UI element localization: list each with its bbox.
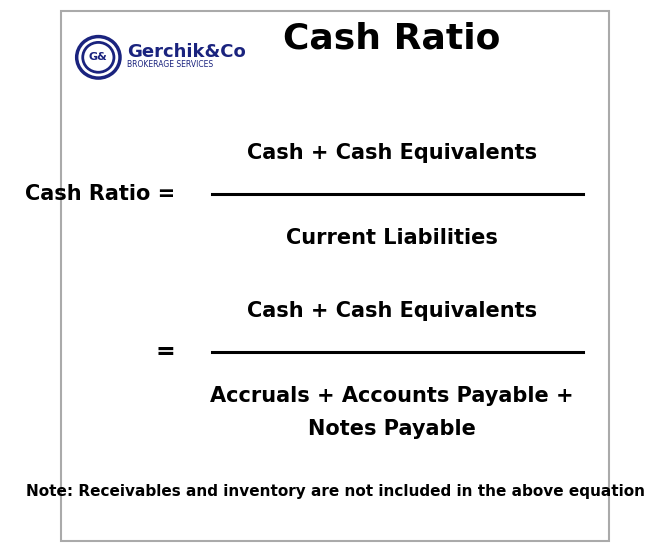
Text: G&: G& xyxy=(89,52,108,62)
Text: Notes Payable: Notes Payable xyxy=(308,419,476,438)
Text: Cash + Cash Equivalents: Cash + Cash Equivalents xyxy=(247,143,537,163)
Text: Accruals + Accounts Payable +: Accruals + Accounts Payable + xyxy=(210,386,574,406)
Text: =: = xyxy=(155,340,176,364)
Text: Current Liabilities: Current Liabilities xyxy=(286,228,498,247)
Text: Cash Ratio =: Cash Ratio = xyxy=(25,184,176,204)
Text: Cash + Cash Equivalents: Cash + Cash Equivalents xyxy=(247,301,537,321)
Text: Note: Receivables and inventory are not included in the above equation: Note: Receivables and inventory are not … xyxy=(25,484,645,499)
Text: Gerchik&Co: Gerchik&Co xyxy=(127,43,246,61)
Text: BROKERAGE SERVICES: BROKERAGE SERVICES xyxy=(127,60,213,69)
FancyBboxPatch shape xyxy=(61,11,609,541)
Text: Cash Ratio: Cash Ratio xyxy=(283,21,500,55)
